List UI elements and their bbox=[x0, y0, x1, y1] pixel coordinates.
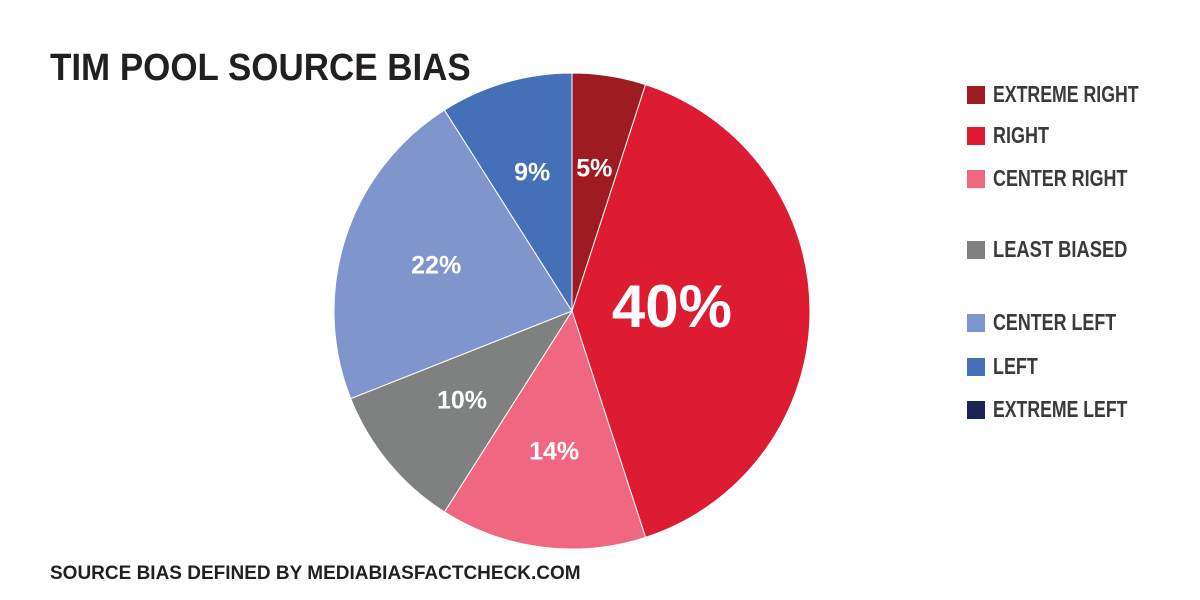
pie-slice bbox=[350, 309, 574, 513]
legend-label: LEFT bbox=[993, 353, 1038, 379]
data-label: 40% bbox=[612, 273, 732, 340]
legend-swatch bbox=[967, 241, 985, 259]
footnote: SOURCE BIAS DEFINED BY MEDIABIASFACTCHEC… bbox=[50, 563, 581, 584]
legend-label: CENTER RIGHT bbox=[993, 165, 1127, 191]
legend-swatch bbox=[967, 314, 985, 332]
legend-swatch bbox=[967, 170, 985, 188]
legend-swatch bbox=[967, 127, 985, 145]
chart-title: TIM POOL SOURCE BIAS bbox=[50, 46, 471, 89]
legend-label: RIGHT bbox=[993, 122, 1049, 148]
legend-label: EXTREME LEFT bbox=[993, 396, 1127, 422]
data-label: 14% bbox=[529, 437, 579, 465]
legend-swatch bbox=[967, 86, 985, 104]
legend-label: CENTER LEFT bbox=[993, 309, 1116, 335]
legend-label: LEAST BIASED bbox=[993, 236, 1127, 262]
legend-label: EXTREME RIGHT bbox=[993, 81, 1139, 107]
pie-slice bbox=[571, 84, 811, 538]
pie-slice bbox=[333, 109, 573, 400]
pie-slice bbox=[443, 309, 647, 550]
data-label: 9% bbox=[514, 158, 550, 186]
data-label: 5% bbox=[576, 155, 612, 183]
data-label: 22% bbox=[411, 251, 461, 279]
data-label: 10% bbox=[437, 387, 487, 415]
legend-swatch bbox=[967, 358, 985, 376]
pie-slice bbox=[443, 72, 573, 313]
legend-swatch bbox=[967, 401, 985, 419]
